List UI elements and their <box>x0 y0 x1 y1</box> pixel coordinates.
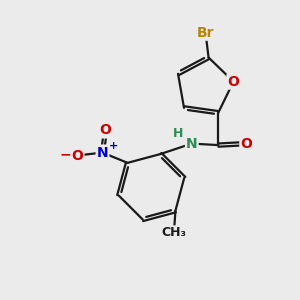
Text: Br: Br <box>197 26 214 40</box>
Text: CH₃: CH₃ <box>161 226 186 239</box>
Text: N: N <box>186 136 198 151</box>
Text: N: N <box>97 146 108 160</box>
Text: O: O <box>71 148 83 163</box>
Text: +: + <box>109 141 118 151</box>
Text: O: O <box>100 124 111 137</box>
Text: −: − <box>59 147 71 161</box>
Text: H: H <box>173 127 184 140</box>
Text: O: O <box>227 75 239 88</box>
Text: O: O <box>240 136 252 151</box>
